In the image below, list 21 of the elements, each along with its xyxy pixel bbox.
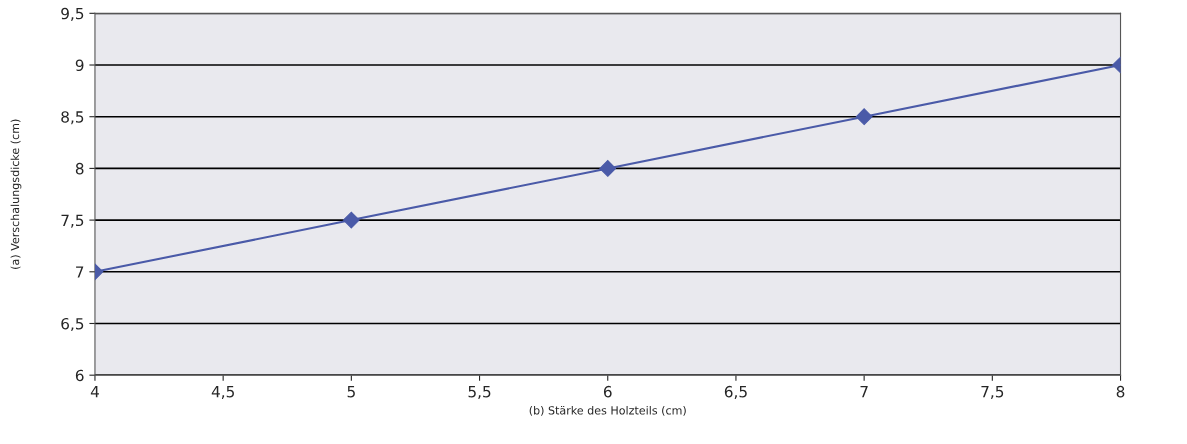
x-tick-label: 4,5 (211, 386, 234, 399)
x-tick-label: 6 (603, 385, 612, 398)
x-axis-title: (b) Stärke des Holzteils (cm) (529, 405, 686, 416)
y-tick-label: 8,5 (61, 111, 84, 125)
x-tick-label: 6,5 (724, 385, 747, 399)
y-tick-label: 9,5 (61, 7, 84, 21)
y-tick-label: 8 (75, 162, 84, 175)
y-tick-label: 7,5 (61, 214, 84, 228)
x-tick-label: 4 (90, 386, 99, 398)
x-tick-label: 7,5 (981, 386, 1004, 399)
y-tick-label: 7 (76, 266, 84, 278)
y-tick-label: 9 (75, 59, 84, 72)
x-tick-label: 7 (860, 386, 868, 398)
point (855, 108, 873, 126)
y-tick-label: 6,5 (61, 317, 84, 332)
y-axis-title: (a) Verschalungsdicke (cm) (10, 119, 22, 269)
x-tick-label: 5 (347, 386, 355, 398)
x-tick-label: 5,5 (468, 386, 491, 399)
y-tick-label: 6 (75, 369, 84, 382)
point (599, 160, 617, 177)
x-tick-label: 8 (1116, 385, 1125, 398)
